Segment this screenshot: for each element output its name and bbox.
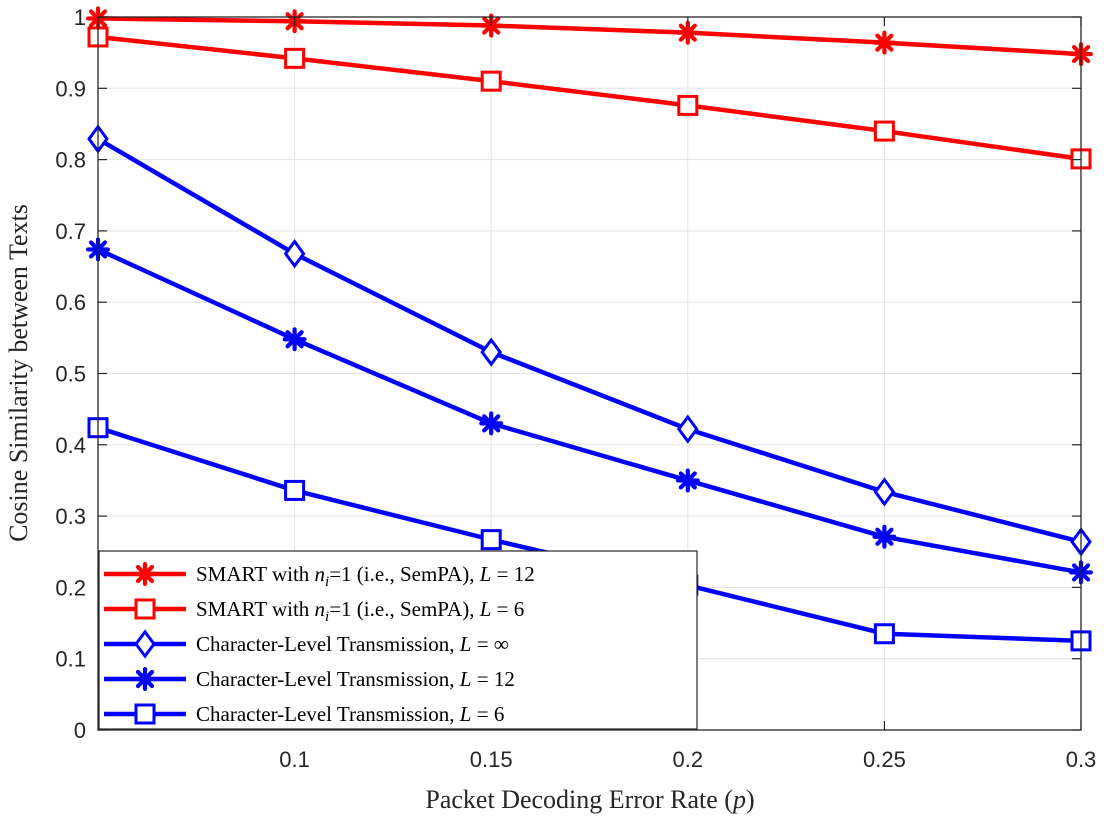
data-point: [677, 94, 699, 116]
y-tick-label: 0.5: [55, 362, 86, 387]
y-tick-label: 0.2: [55, 575, 86, 600]
legend-marker: [134, 703, 156, 725]
y-tick-label: 0.7: [55, 219, 86, 244]
data-point: [872, 30, 897, 55]
legend-label-text: Character-Level Transmission,: [196, 702, 460, 726]
legend-label-text: Character-Level Transmission,: [196, 667, 460, 691]
legend-label-text: =1 (i.e., SemPA),: [329, 597, 480, 621]
series-line: [96, 136, 1082, 544]
y-tick-label: 0.8: [55, 148, 86, 173]
data-point: [479, 411, 504, 436]
y-tick-label: 1: [74, 5, 86, 30]
x-tick-label: 0.3: [1066, 747, 1097, 772]
legend-item: Character-Level Transmission, L = 12: [104, 667, 515, 691]
legend-label-text: = 6: [491, 597, 524, 621]
legend-label: Character-Level Transmission, L = ∞: [196, 632, 509, 656]
legend-item: SMART with ni=1 (i.e., SemPA), L = 12: [104, 562, 535, 590]
data-point: [873, 623, 895, 645]
data-point: [873, 120, 895, 142]
legend-label: Character-Level Transmission, L = 6: [196, 702, 504, 726]
legend-label-variable: n: [315, 597, 326, 621]
legend-label-text: =1 (i.e., SemPA),: [329, 562, 480, 586]
data-point: [675, 468, 700, 493]
legend-item: SMART with ni=1 (i.e., SemPA), L = 6: [104, 597, 524, 625]
legend-label-variable: n: [315, 562, 326, 586]
legend: SMART with ni=1 (i.e., SemPA), L = 12SMA…: [98, 550, 698, 730]
data-point: [676, 414, 699, 444]
x-axis-label: Packet Decoding Error Rate (p): [425, 785, 754, 814]
legend-label-variable: L: [479, 597, 492, 621]
x-tick-label: 0.1: [279, 747, 310, 772]
x-tick-label: 0.15: [470, 747, 513, 772]
legend-label-text: SMART with: [196, 597, 315, 621]
data-point: [480, 70, 502, 92]
legend-item: Character-Level Transmission, L = ∞: [104, 629, 509, 659]
legend-box: [98, 550, 698, 730]
y-tick-label: 0.9: [55, 76, 86, 101]
legend-label-subscript: i: [325, 574, 329, 590]
legend-label-variable: L: [459, 702, 472, 726]
axis-ticks: 0.1 0.15 0.2 0.25 0.3 0 0.1 0.2 0.3 0.4 0.5 0.6 0.7 0…: [55, 5, 1096, 772]
x-tick-label: 0.25: [863, 747, 906, 772]
x-axis-label-text: ): [746, 785, 755, 814]
legend-label: SMART with ni=1 (i.e., SemPA), L = 12: [196, 562, 535, 590]
data-point: [480, 529, 502, 551]
legend-label-text: = ∞: [471, 632, 508, 656]
series-line: [97, 247, 1082, 575]
data-point: [283, 239, 306, 269]
series-line: [97, 16, 1082, 57]
legend-label-text: = 12: [471, 667, 514, 691]
data-point: [480, 337, 503, 367]
legend-label-subscript: i: [325, 609, 329, 625]
legend-label-text: Character-Level Transmission,: [196, 632, 460, 656]
legend-marker: [134, 598, 156, 620]
legend-label-variable: L: [459, 667, 472, 691]
x-tick-label: 0.2: [673, 747, 704, 772]
legend-label-text: = 6: [471, 702, 504, 726]
y-axis-label: Cosine Similarity between Texts: [4, 204, 33, 542]
legend-item: Character-Level Transmission, L = 6: [104, 702, 504, 726]
legend-label: Character-Level Transmission, L = 12: [196, 667, 515, 691]
data-point: [675, 20, 700, 45]
y-tick-label: 0.3: [55, 504, 86, 529]
legend-marker: [134, 629, 156, 659]
series-line: [97, 34, 1082, 162]
legend-label-variable: L: [459, 632, 472, 656]
y-tick-label: 0: [74, 718, 86, 743]
legend-label-text: SMART with: [196, 562, 315, 586]
x-axis-label-variable: p: [731, 785, 746, 814]
x-axis-label-text: Packet Decoding Error Rate (: [425, 785, 733, 814]
legend-label-text: = 12: [491, 562, 534, 586]
data-point: [282, 327, 307, 352]
data-point: [872, 524, 897, 549]
legend-label: SMART with ni=1 (i.e., SemPA), L = 6: [196, 597, 524, 625]
legend-marker: [133, 667, 157, 691]
legend-marker: [133, 562, 157, 586]
y-tick-label: 0.4: [55, 433, 86, 458]
data-point: [284, 47, 306, 69]
legend-label-variable: L: [479, 562, 492, 586]
y-tick-label: 0.1: [55, 647, 86, 672]
data-point: [873, 477, 896, 507]
y-tick-label: 0.6: [55, 290, 86, 315]
data-point: [284, 479, 306, 501]
